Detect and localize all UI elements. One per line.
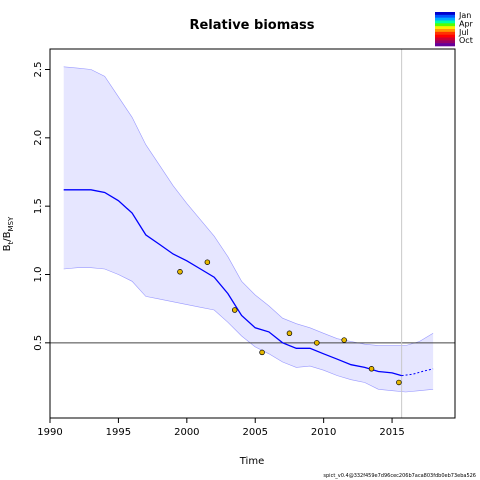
plot-frame (49, 48, 456, 419)
y-tick-label: 1.5 (33, 198, 44, 214)
observation-point (177, 269, 183, 275)
y-label-mid: /B (2, 231, 13, 241)
x-tick-label: 1990 (37, 427, 62, 438)
legend-swatch (435, 23, 455, 27)
legend-label: Apr (459, 19, 474, 28)
legend-swatch (435, 14, 455, 18)
x-tick-label: 2005 (243, 427, 268, 438)
legend-swatch (435, 26, 455, 30)
y-tick-label: 2.5 (33, 62, 44, 78)
observation-point (341, 337, 347, 343)
footer-text: spict_v0.4@332f459e7d96cec206b7aca803fdb… (323, 473, 476, 479)
x-tick-label: 2015 (379, 427, 404, 438)
legend-swatch (435, 34, 455, 38)
y-tick-label: 0.5 (33, 335, 44, 351)
ci-upper-line (63, 66, 434, 346)
y-label-sub2: MSY (7, 216, 15, 231)
x-axis: 1990 1995 2000 2005 2010 2015 (37, 418, 405, 438)
confidence-band (63, 66, 434, 393)
observation-point (204, 259, 211, 265)
plot-area (50, 49, 455, 418)
observation-point (314, 340, 320, 346)
observation-point (231, 307, 238, 313)
legend-swatch (435, 43, 455, 47)
ci-lower-line (63, 267, 434, 393)
x-tick-label: 2000 (174, 427, 199, 438)
y-tick-label: 2.0 (33, 130, 44, 146)
legend-swatch (435, 29, 455, 33)
observation-points (177, 259, 402, 386)
y-axis-label: Bt/BMSY (2, 216, 15, 251)
y-axis: 0.5 1.0 1.5 2.0 2.5 (33, 62, 50, 351)
y-tick-label: 1.0 (33, 267, 44, 283)
observation-point (368, 366, 375, 372)
legend-swatch (435, 17, 455, 21)
x-tick-label: 1995 (106, 427, 131, 438)
legend-label: Jan (458, 11, 471, 20)
legend-swatch (435, 37, 455, 41)
legend-swatch (435, 40, 455, 44)
x-axis-label: Time (239, 456, 264, 467)
y-label-sub1: t (7, 241, 15, 244)
forecast-line (401, 368, 434, 377)
legend-swatch (435, 20, 455, 24)
legend-swatch (435, 31, 455, 35)
legend-label: Jul (458, 28, 469, 37)
x-tick-label: 2010 (311, 427, 336, 438)
observation-point (396, 379, 402, 386)
observation-point (286, 330, 293, 337)
observation-point (259, 349, 265, 356)
estimate-line (63, 189, 402, 377)
legend-swatch (435, 12, 455, 16)
chart-title: Relative biomass (189, 18, 314, 33)
y-label-main: B (2, 244, 13, 251)
legend-label: Oct (459, 36, 473, 45)
